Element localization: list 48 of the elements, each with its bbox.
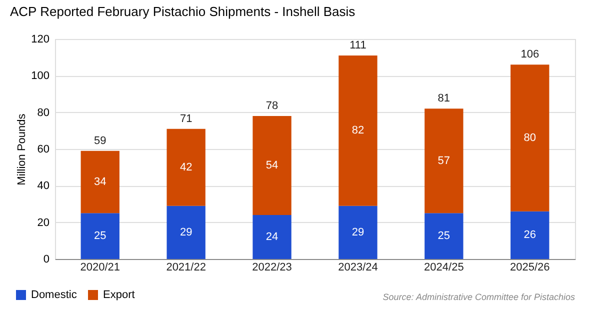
data-label: 34 [94, 176, 106, 188]
bar [338, 206, 378, 259]
total-label: 78 [266, 100, 278, 112]
total-label: 111 [350, 40, 366, 52]
data-label: 26 [524, 229, 536, 242]
y-axis-title: Million Pounds [16, 113, 28, 186]
bar [252, 116, 292, 215]
y-tick-label: 20 [37, 216, 50, 229]
x-tick-label: 2021/22 [166, 262, 206, 274]
data-label: 25 [438, 230, 450, 242]
data-label: 80 [524, 132, 536, 144]
bar [510, 211, 550, 259]
source-note: Source: Administrative Committee for Pistachios [382, 292, 576, 302]
x-tick-label: 2022/23 [252, 262, 292, 274]
y-tick-label: 80 [37, 106, 50, 119]
bar [424, 108, 464, 214]
total-label: 59 [94, 134, 106, 147]
y-tick-label: 40 [37, 180, 50, 192]
data-label: 57 [438, 154, 450, 167]
data-label: 29 [352, 226, 364, 238]
bar [338, 56, 378, 206]
data-label: 82 [352, 124, 364, 137]
y-tick-label: 120 [31, 34, 50, 46]
data-label: 24 [266, 231, 278, 243]
x-tick-label: 2020/21 [80, 262, 120, 274]
total-label: 81 [438, 92, 450, 105]
total-label: 71 [180, 112, 192, 125]
bar [166, 128, 206, 206]
x-tick-label: 2025/26 [510, 262, 550, 274]
bar [424, 213, 464, 259]
data-label: 29 [180, 226, 192, 238]
data-label: 42 [180, 161, 192, 174]
y-tick-label: 0 [43, 254, 50, 266]
bar [166, 206, 206, 259]
bar [80, 213, 120, 259]
data-label: 25 [94, 230, 106, 242]
bar [252, 215, 292, 259]
x-tick-label: 2024/25 [424, 262, 464, 274]
data-label: 54 [266, 160, 278, 172]
y-tick-label: 60 [37, 144, 50, 156]
total-label: 106 [520, 48, 540, 61]
x-tick-label: 2023/24 [338, 262, 378, 274]
chart-title: ACP Reported February Pistachio Shipments - Inshell Basis [10, 4, 356, 19]
bar [510, 64, 550, 212]
y-tick-label: 100 [31, 70, 50, 82]
legend-label: Export [103, 289, 135, 301]
legend-label: Domestic [31, 289, 78, 301]
bar [80, 150, 120, 214]
